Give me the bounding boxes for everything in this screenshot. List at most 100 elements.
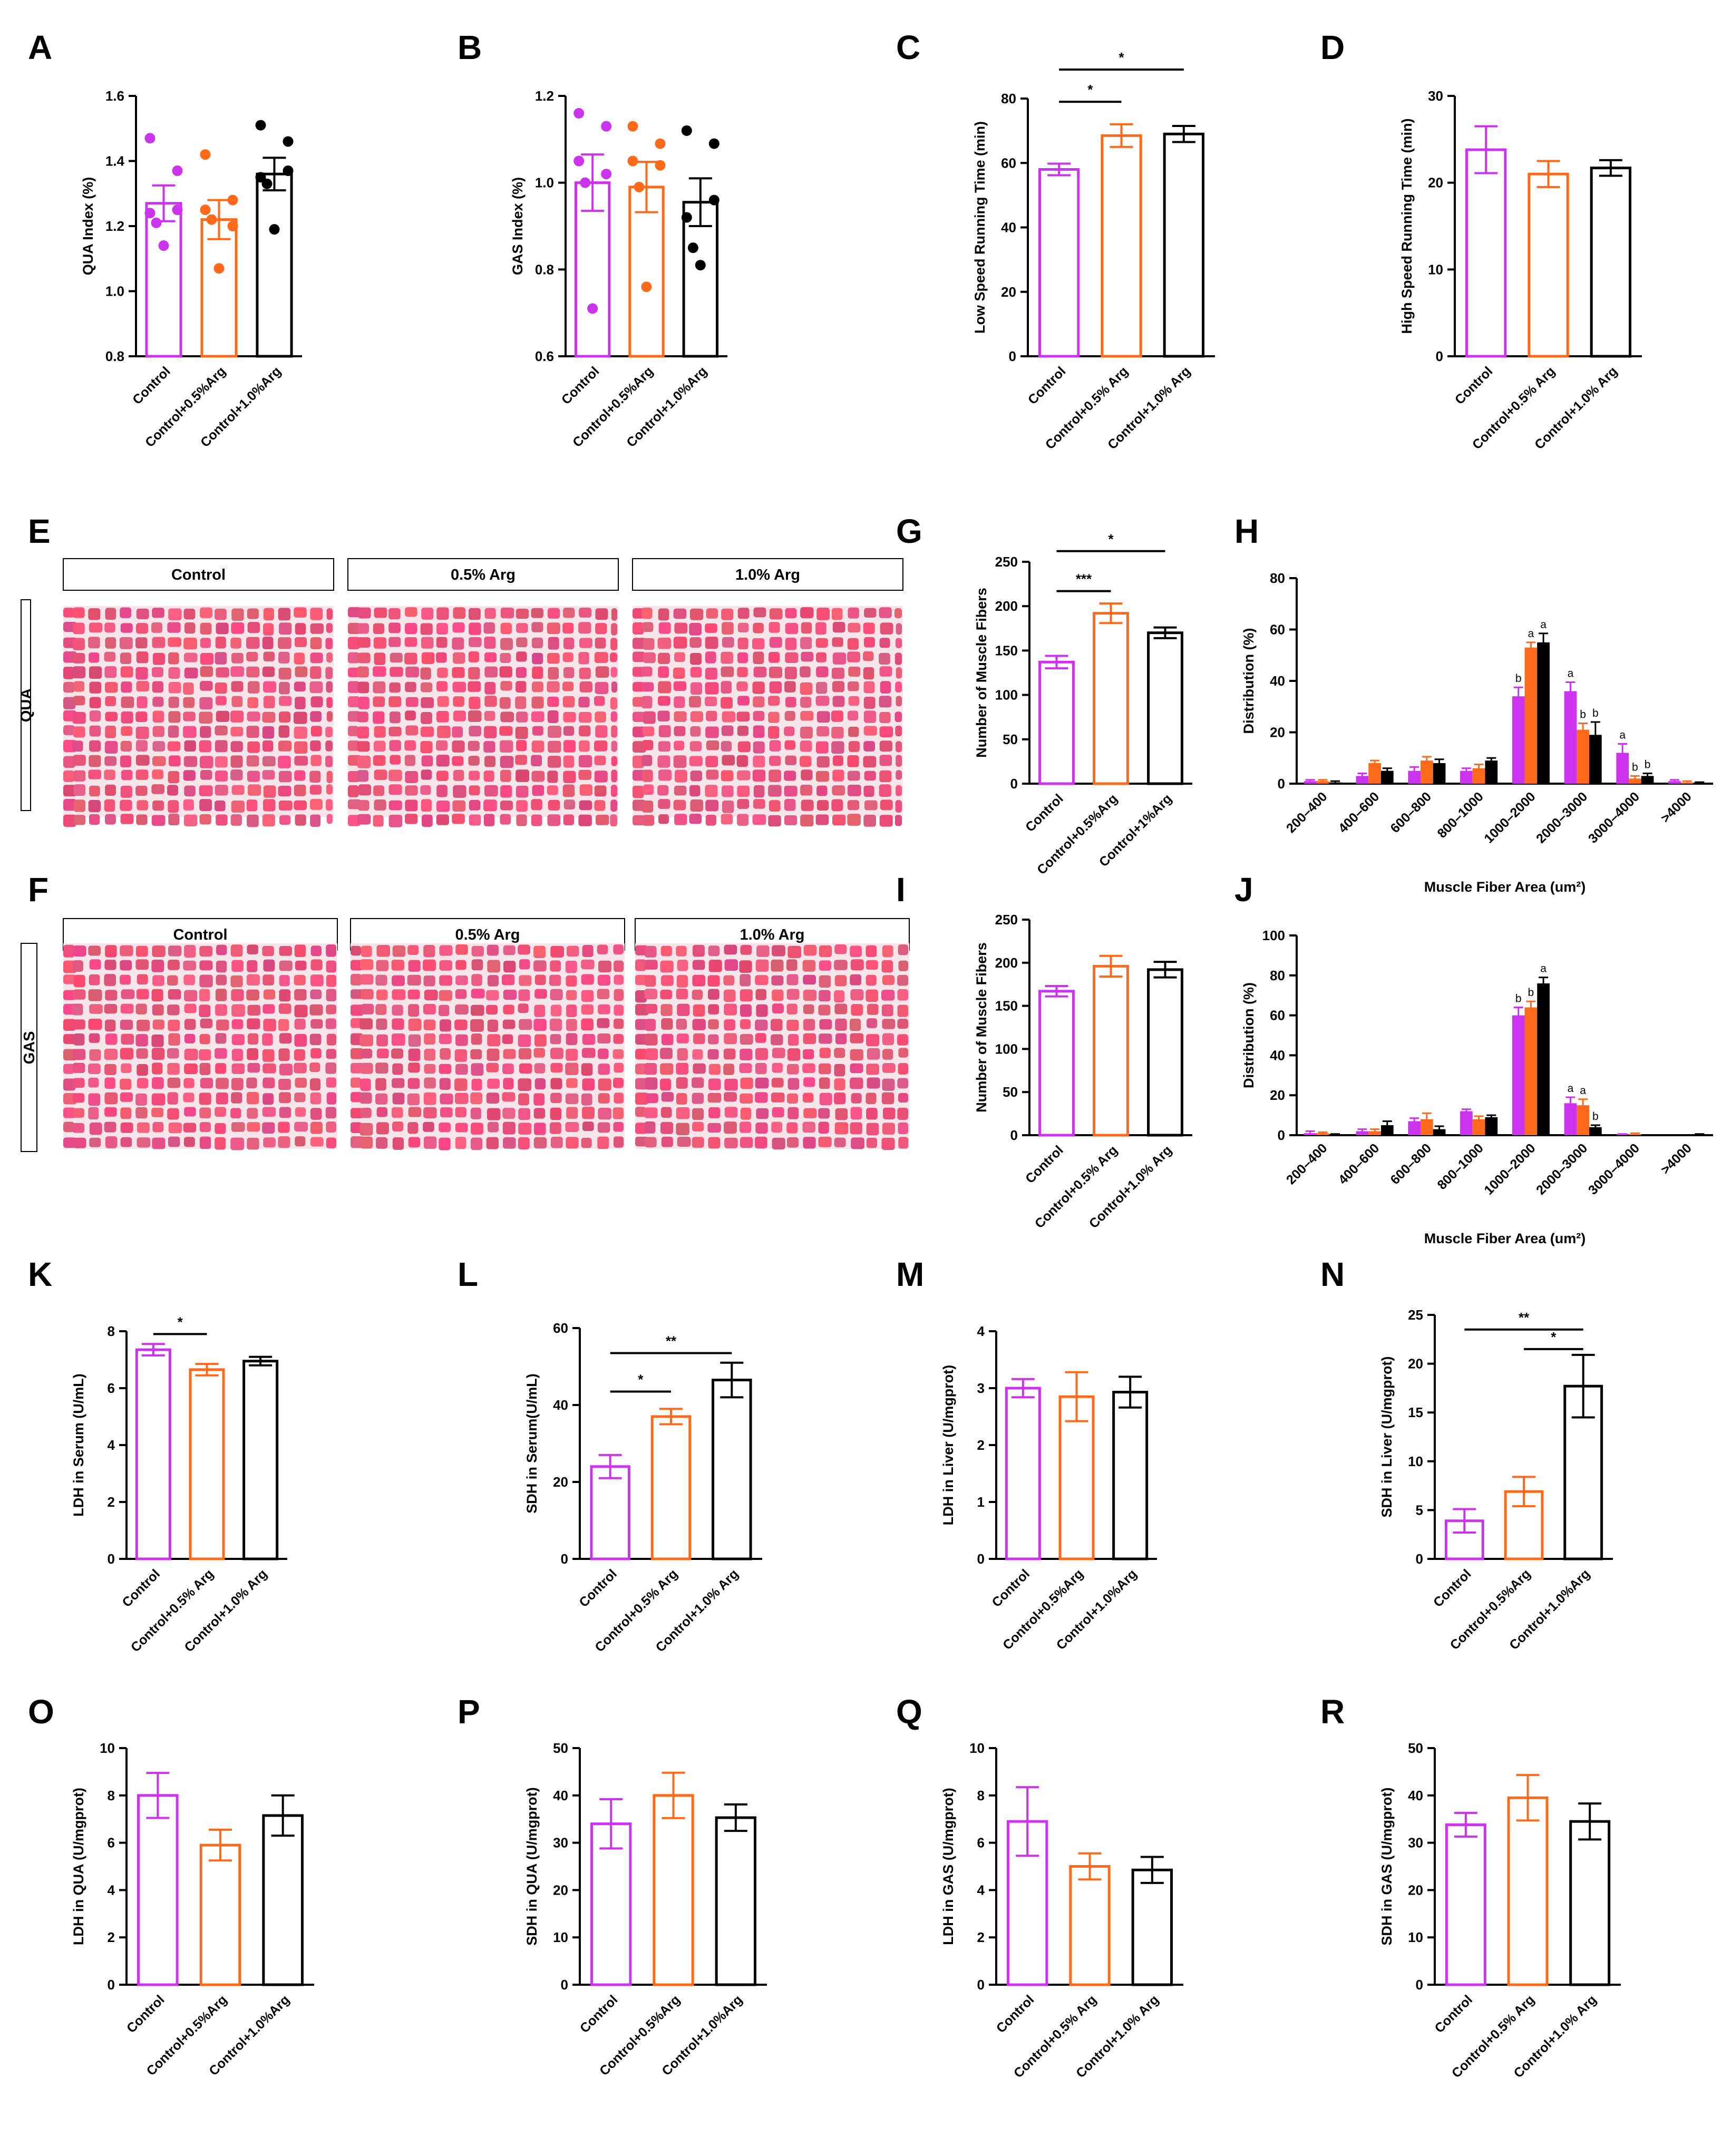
muscle-fiber xyxy=(785,623,799,635)
x-tick-label: Control xyxy=(119,1566,163,1610)
muscle-fiber xyxy=(787,945,802,959)
muscle-fiber xyxy=(279,989,291,1002)
muscle-fiber xyxy=(531,622,543,632)
muscle-fiber xyxy=(468,667,480,680)
muscle-fiber xyxy=(295,1107,306,1117)
muscle-fiber xyxy=(358,607,371,619)
bar xyxy=(1421,1119,1433,1135)
muscle-fiber xyxy=(309,1004,323,1016)
muscle-fiber xyxy=(582,1078,595,1091)
muscle-fiber xyxy=(389,740,401,752)
muscle-fiber xyxy=(800,666,811,678)
muscle-fiber xyxy=(278,1003,291,1014)
muscle-fiber xyxy=(582,944,594,957)
muscle-fiber xyxy=(351,989,364,999)
muscle-fiber xyxy=(484,681,496,695)
bar xyxy=(712,1379,752,1560)
muscle-fiber xyxy=(819,945,832,958)
muscle-fiber xyxy=(690,770,703,782)
muscle-fiber xyxy=(455,944,468,955)
muscle-fiber xyxy=(326,960,336,973)
x-tick-label: Control xyxy=(994,1992,1037,2036)
muscle-fiber xyxy=(135,726,149,739)
muscle-fiber xyxy=(721,770,734,782)
muscle-fiber xyxy=(184,652,198,662)
muscle-fiber xyxy=(595,682,609,695)
muscle-fiber xyxy=(677,1137,691,1147)
muscle-fiber xyxy=(550,945,565,958)
muscle-fiber xyxy=(263,696,275,709)
muscle-fiber xyxy=(642,769,653,782)
muscle-fiber xyxy=(519,1019,532,1030)
muscle-fiber xyxy=(469,622,481,635)
data-point xyxy=(200,149,211,160)
muscle-fiber xyxy=(786,989,800,1000)
muscle-fiber xyxy=(566,1049,578,1061)
muscle-fiber xyxy=(635,959,647,971)
muscle-fiber xyxy=(661,1092,674,1102)
muscle-fiber xyxy=(533,1048,545,1058)
muscle-fiber xyxy=(89,681,102,694)
muscle-fiber xyxy=(896,623,902,635)
muscle-fiber xyxy=(503,1049,516,1059)
muscle-fiber xyxy=(468,651,479,662)
muscle-fiber xyxy=(863,814,876,827)
y-tick-label: 80 xyxy=(1001,91,1016,106)
muscle-fiber xyxy=(515,696,527,709)
muscle-fiber xyxy=(705,756,718,767)
muscle-fiber xyxy=(278,756,291,768)
muscle-fiber xyxy=(421,711,432,724)
muscle-fiber xyxy=(392,1063,403,1075)
muscle-fiber xyxy=(610,784,617,797)
muscle-fiber xyxy=(894,608,902,619)
muscle-fiber xyxy=(104,974,116,986)
muscle-fiber xyxy=(548,740,561,753)
muscle-fiber xyxy=(487,1108,501,1120)
muscle-fiber xyxy=(769,637,782,648)
y-tick-label: 4 xyxy=(108,1882,115,1898)
muscle-fiber xyxy=(310,1092,322,1105)
significance-label: ** xyxy=(666,1333,677,1349)
muscle-fiber xyxy=(707,1123,721,1133)
muscle-fiber xyxy=(661,1018,673,1030)
muscle-fiber xyxy=(168,637,182,647)
muscle-fiber xyxy=(168,960,180,970)
muscle-fiber xyxy=(866,1108,878,1120)
muscle-fiber xyxy=(348,696,360,707)
muscle-fiber xyxy=(895,725,902,737)
muscle-fiber xyxy=(768,815,781,827)
row-label: GAS xyxy=(21,1031,38,1065)
muscle-fiber xyxy=(89,622,103,633)
muscle-fiber xyxy=(294,989,307,1001)
muscle-fiber xyxy=(516,711,528,723)
muscle-fiber xyxy=(786,974,799,986)
muscle-fiber xyxy=(72,1062,85,1074)
muscle-fiber xyxy=(440,1093,453,1105)
muscle-fiber xyxy=(644,1121,656,1134)
muscle-fiber xyxy=(644,1107,658,1118)
muscle-fiber xyxy=(215,785,228,796)
muscle-fiber xyxy=(819,1077,830,1089)
bar xyxy=(1507,1796,1549,1986)
muscle-fiber xyxy=(375,1004,387,1015)
y-tick-label: 100 xyxy=(995,1041,1018,1057)
bar xyxy=(1537,642,1550,784)
muscle-fiber xyxy=(595,666,609,678)
muscle-fiber xyxy=(848,622,861,633)
muscle-fiber xyxy=(373,623,385,635)
muscle-fiber xyxy=(168,725,179,738)
muscle-fiber xyxy=(595,725,608,738)
muscle-fiber xyxy=(864,800,878,811)
muscle-fiber xyxy=(63,682,75,693)
muscle-fiber xyxy=(310,711,322,722)
muscle-fiber xyxy=(692,1121,704,1131)
muscle-fiber xyxy=(705,726,719,738)
muscle-fiber xyxy=(151,959,164,972)
muscle-fiber xyxy=(832,637,843,647)
muscle-fiber xyxy=(73,799,86,812)
muscle-fiber xyxy=(263,959,275,972)
muscle-fiber xyxy=(88,1019,102,1030)
muscle-fiber xyxy=(215,1004,227,1016)
muscle-fiber xyxy=(436,755,450,767)
